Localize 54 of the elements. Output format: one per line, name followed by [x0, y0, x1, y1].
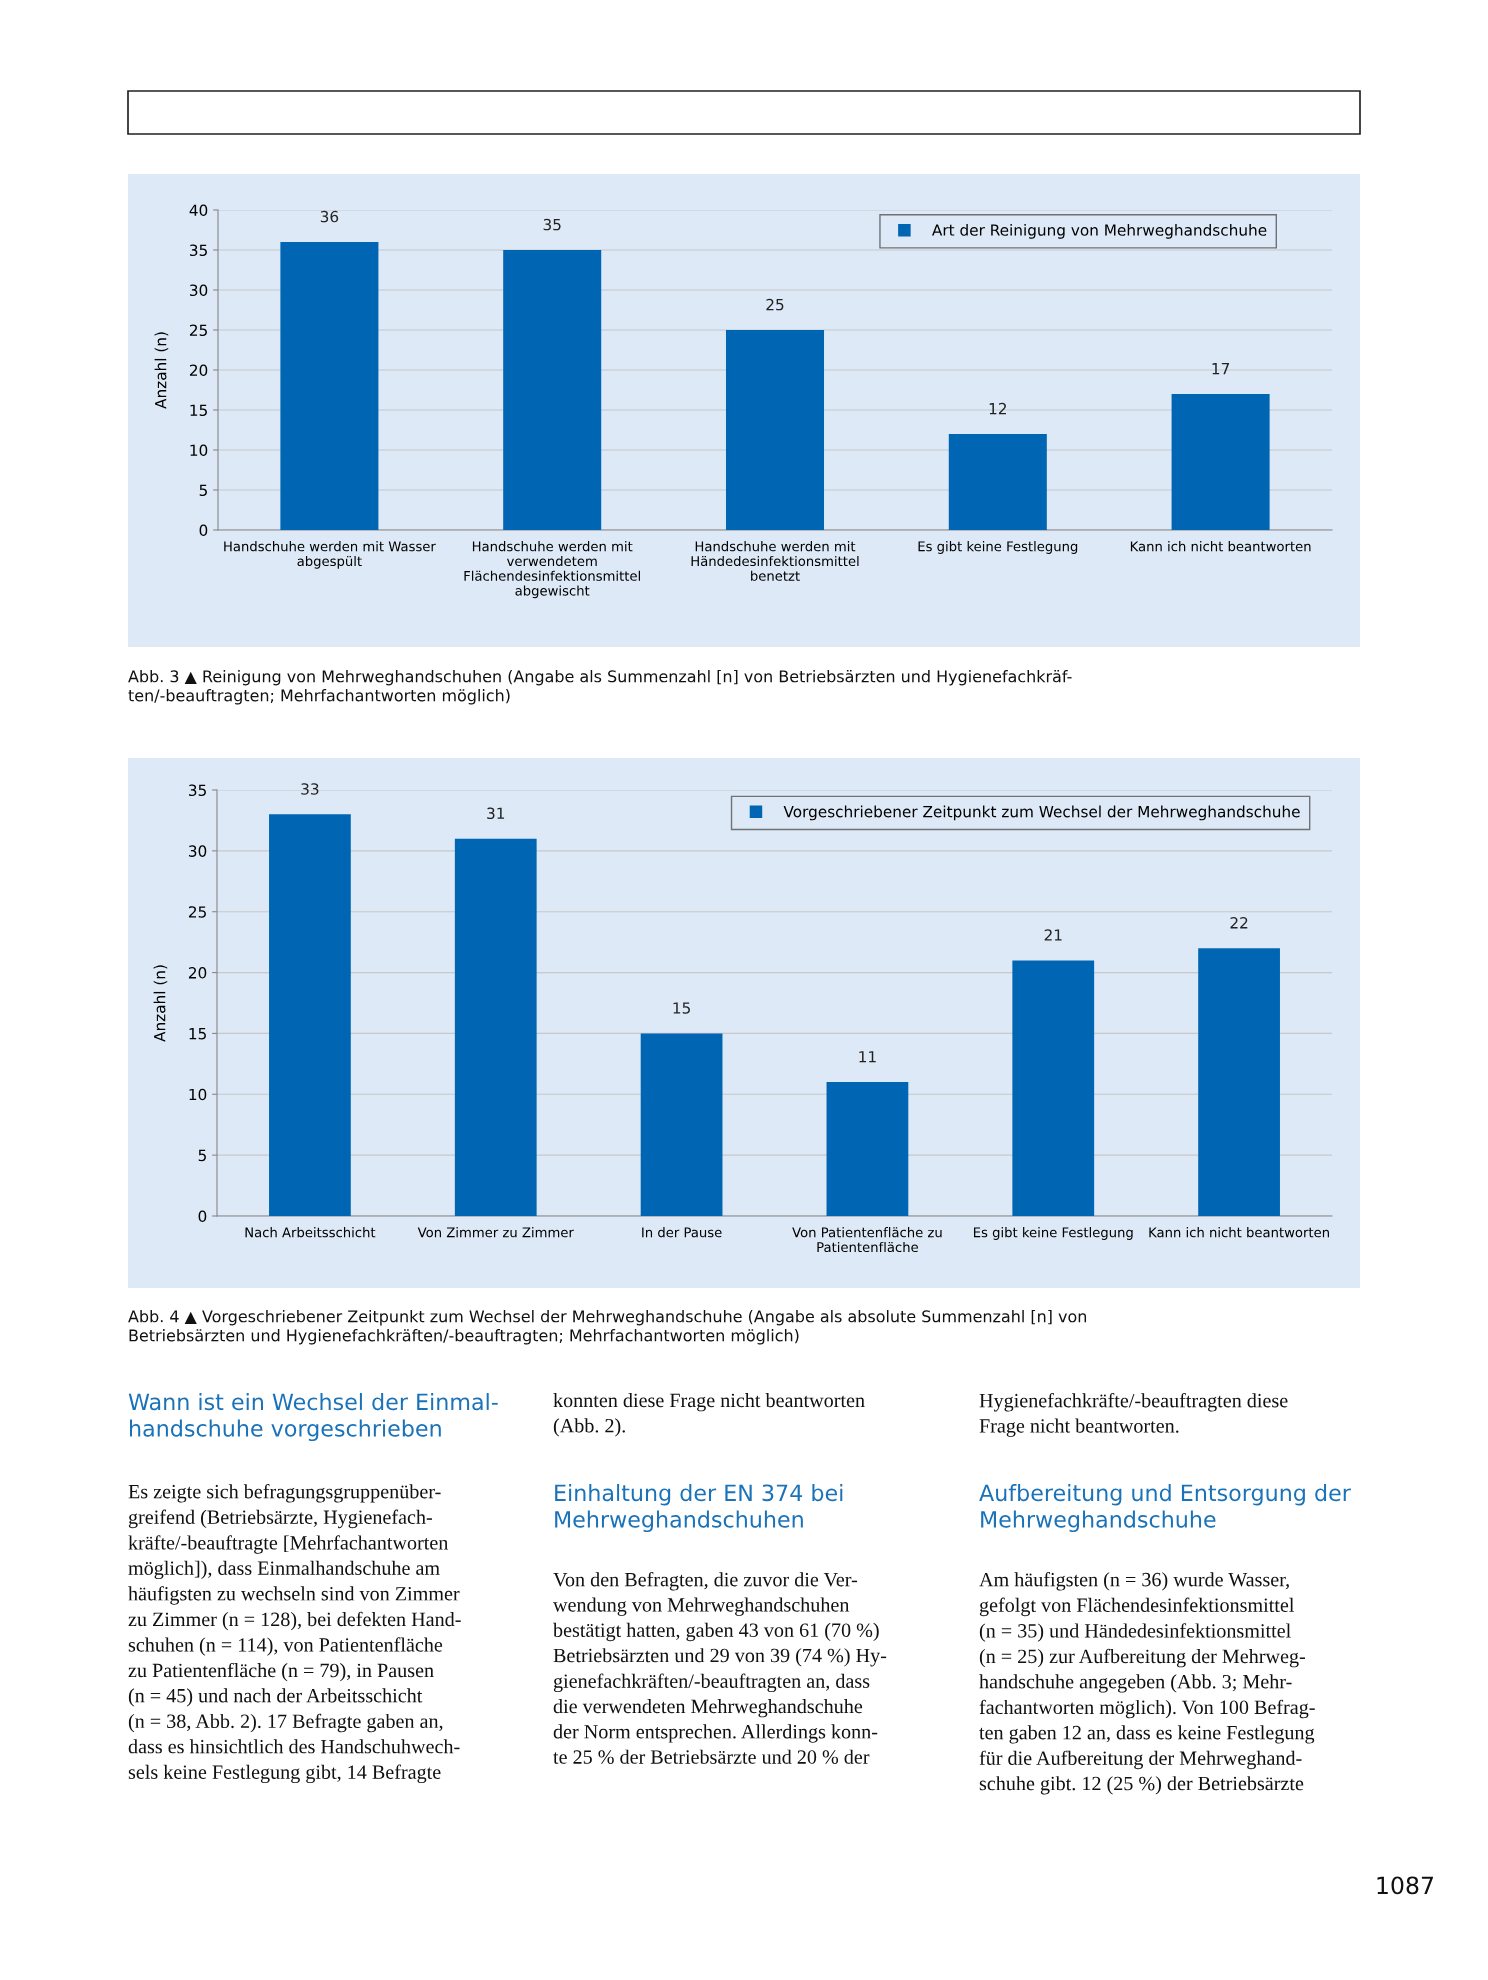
data-label: 11	[859, 1051, 876, 1063]
y-axis-title: Anzahl (n)	[154, 332, 169, 409]
x-tick-label: Handschuhe werden mit Händedesinfektionsmittel benetzt	[691, 541, 859, 581]
text: konnten diese Frage nicht beantworten (Abb. 2).	[553, 1393, 865, 1437]
y-tick-label: 20	[189, 364, 208, 377]
text: Aufbereitung und Entsorgung der Mehrweghandschuhe	[979, 1484, 1351, 1533]
x-tick-label: Von Patientenfläche zu Patientenfläche	[792, 1227, 942, 1253]
text: Einhaltung der EN 374 bei Mehrweghandschuhen	[555, 1484, 843, 1533]
data-label: 17	[1212, 363, 1230, 375]
y-tick-label: 0	[199, 524, 208, 537]
y-tick-label: 10	[190, 444, 208, 457]
text: Es zeigte sich befragungsgruppenüber- greifend (Betriebsärzte, Hygienefach- kräfte/-beauftragte [Mehrfachantworten möglich]), dass Einmalhandschuhe am häufigsten zu wechseln sind von Zimmer zu Zimmer (n = 128), bei defekten Hand- schuhen (n = 114), von Patientenfläche zu Patientenfläche (n = 79), in Pausen (n = 45) und nach der Arbeitsschicht (n = 38, Abb. 2). 17 Befragte gaben an, dass es hinsichtlich des Handschuhwech- sels keine Festlegung gibt, 14 Befragte	[128, 1484, 461, 1784]
y-tick-label: 30	[190, 284, 208, 297]
y-tick-label: 35	[190, 244, 207, 257]
data-label: 31	[487, 807, 505, 820]
text: Hygienefachkräfte/-beauftragten diese Frage nicht beantworten.	[979, 1393, 1288, 1437]
y-tick-label: 40	[189, 204, 208, 217]
y-tick-label: 5	[199, 484, 207, 497]
data-label: 36	[320, 210, 339, 223]
x-tick-label: Kann ich nicht beantworten	[1149, 1227, 1329, 1238]
x-tick-label: Nach Arbeitsschicht	[245, 1227, 376, 1238]
y-tick-label: 15	[189, 1028, 206, 1040]
caption: Abb. 4 ▲ Vorgeschriebener Zeitpunkt zum Wechsel der Mehrweghandschuhe (Angabe als absolute Summenzahl [n] von Betriebsärzten und Hygienefachkräften/-beauftragten; Mehrfachantworten möglich)	[128, 1310, 1087, 1345]
legend-label: Vorgeschriebener Zeitpunkt zum Wechsel der Mehrweghandschuhe	[783, 805, 1300, 821]
text: Von den Befragten, die zuvor die Ver- wendung von Mehrweghandschuhen bestätigt hatten, gaben 43 von 61 (70 %) Betriebsärzten und 29 von 39 (74 %) Hy- gienefachkräften/-beauftragten an, dass die verwendeten Mehrweghandschuhe der Norm entsprechen. Allerdings konn- te 25 % der Betriebsärzte und 20 % der	[553, 1572, 887, 1764]
data-label: 12	[989, 402, 1006, 415]
y-tick-label: 5	[198, 1149, 206, 1162]
x-tick-label: Es gibt keine Festlegung	[918, 541, 1078, 554]
y-tick-label: 0	[198, 1210, 207, 1223]
x-tick-label: Es gibt keine Festlegung	[974, 1227, 1133, 1240]
y-axis-title: Anzahl (n)	[153, 965, 168, 1042]
data-label: 33	[301, 783, 319, 795]
y-tick-label: 25	[189, 324, 207, 337]
data-label: 35	[543, 218, 561, 231]
data-label: 22	[1230, 917, 1248, 929]
y-tick-label: 35	[189, 784, 206, 797]
y-tick-label: 30	[189, 845, 207, 857]
y-tick-label: 10	[189, 1088, 207, 1101]
y-tick-label: 20	[188, 967, 207, 979]
x-tick-label: Handschuhe werden mit verwendetem Flächendesinfektionsmittel abgewischt	[464, 541, 640, 599]
text: Am häufigsten (n = 36) wurde Wasser, gefolgt von Flächendesinfektionsmittel (n = 35) und Händedesinfektionsmittel (n = 25) zur Aufbereitung der Mehrweg- handschuhe angegeben (Abb. 3; Mehr- fachantworten möglich). Von 100 Befrag- ten gaben 12 an, dass es keine Festlegung für die Aufbereitung der Mehrweghand- schuhe gibt. 12 (25 %) der Betriebsärzte	[979, 1572, 1315, 1795]
legend-label: Art der Reinigung von Mehrweghandschuhe	[932, 223, 1267, 239]
data-label: 15	[673, 1002, 690, 1014]
x-tick-label: Handschuhe werden mit Wasser abgespült	[224, 541, 436, 569]
x-tick-label: Kann ich nicht beantworten	[1130, 541, 1311, 552]
y-tick-label: 25	[188, 906, 206, 918]
y-tick-label: 15	[190, 404, 207, 417]
text: 1087	[1377, 1876, 1433, 1895]
data-label: 21	[1044, 929, 1062, 941]
caption: Abb. 3 ▲ Reinigung von Mehrweghandschuhen (Angabe als Summenzahl [n] von Betriebsärzten und Hygienefachkräf- ten/-beauftragten; Mehrfachantworten möglich)	[128, 670, 1072, 705]
text: Wann ist ein Wechsel der Einmal- handschuhe vorgeschrieben	[128, 1393, 498, 1442]
data-label: 25	[766, 298, 784, 311]
x-tick-label: Von Zimmer zu Zimmer	[417, 1227, 574, 1238]
x-tick-label: In der Pause	[642, 1227, 722, 1238]
